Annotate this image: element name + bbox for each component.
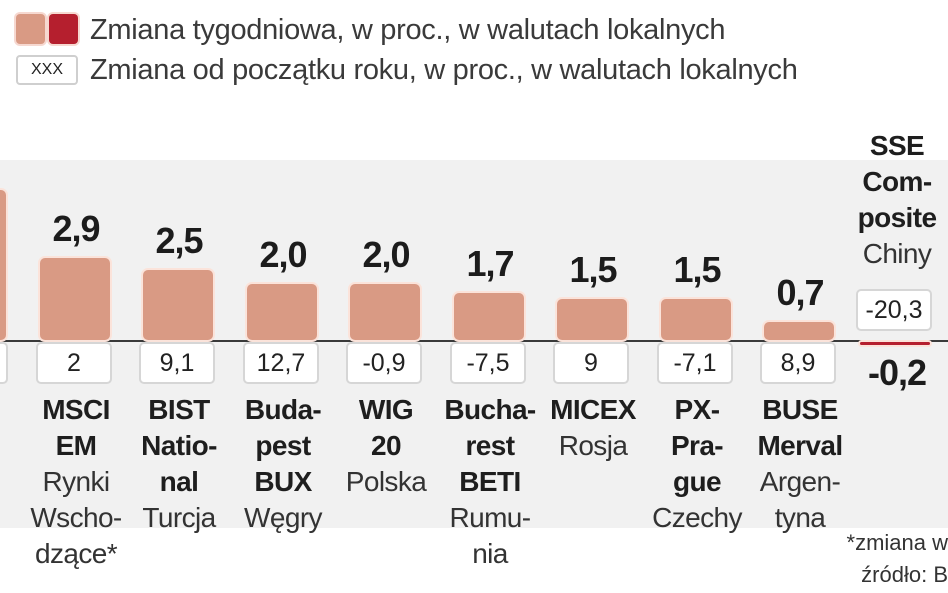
- index-name-line: WIG: [358, 394, 414, 425]
- sse-ytd-box: -20,3: [856, 289, 932, 331]
- index-name-line: BUSE: [762, 394, 838, 425]
- zero-axis: [0, 340, 948, 342]
- weekly-value: 2,0: [362, 234, 410, 275]
- weekly-value: 1,5: [673, 249, 721, 290]
- country-name-line: Węgry: [244, 502, 323, 533]
- index-name-line: Buda-: [244, 394, 322, 425]
- country-name-line: Argen-: [759, 466, 841, 497]
- index-label: WIG 20 Polska: [326, 392, 446, 500]
- country-name-line: Rosja: [558, 430, 628, 461]
- weekly-bar: [557, 299, 627, 340]
- weekly-value: 1,5: [569, 249, 617, 290]
- index-name-line: BETI: [459, 466, 521, 497]
- index-label: BUSE Merval Argen-tyna: [740, 392, 860, 536]
- country-name-line: nia: [472, 538, 508, 569]
- country-name-line: Czechy: [652, 502, 742, 533]
- legend-ytd-label: Zmiana od początku roku, w proc., w walu…: [90, 53, 798, 86]
- weekly-bar: [247, 284, 317, 340]
- country-name-line: Rynki: [42, 466, 110, 497]
- index-label: Bucha-rest BETI Rumu-nia: [430, 392, 550, 572]
- weekly-value: 2,5: [155, 220, 203, 261]
- sse-weekly-value: -0,2: [867, 352, 927, 393]
- country-name-line: dzące*: [34, 538, 118, 569]
- legend-ytd: XXX Zmiana od początku roku, w proc., w …: [16, 50, 798, 90]
- sse-negative-bar: [860, 342, 930, 345]
- sse-name-line: SSE: [869, 130, 925, 161]
- weekly-bar: [661, 299, 731, 340]
- index-name-line: Merval: [757, 430, 843, 461]
- index-name-line: pest: [255, 430, 311, 461]
- index-name-line: 20: [371, 430, 402, 461]
- index-name-line: gue: [673, 466, 722, 497]
- index-name-line: MICEX: [550, 394, 636, 425]
- weekly-value: 2,0: [259, 234, 307, 275]
- weekly-value: 2,9: [52, 208, 100, 249]
- legend-weekly: Zmiana tygodniowa, w proc., w walutach l…: [16, 10, 798, 50]
- footnote-asterisk: *zmiana w: [846, 530, 948, 555]
- weekly-bar: [454, 293, 524, 340]
- index-name-line: PX-: [674, 394, 720, 425]
- negative-swatch: [49, 14, 78, 44]
- footnote-source: źródło: B: [861, 562, 948, 587]
- ytd-value-box: 9,1: [139, 342, 215, 384]
- country-name-line: Turcja: [142, 502, 216, 533]
- weekly-bar: [143, 270, 213, 340]
- country-name-line: Polska: [345, 466, 427, 497]
- index-label: MICEX Rosja: [533, 392, 653, 464]
- index-name-line: Bucha-: [444, 394, 536, 425]
- index-name-line: Natio-: [141, 430, 217, 461]
- legend: Zmiana tygodniowa, w proc., w walutach l…: [16, 10, 798, 90]
- country-name-line: Wscho-: [30, 502, 122, 533]
- legend-weekly-swatch: [16, 14, 78, 46]
- index-label: Buda-pest BUX Węgry: [223, 392, 343, 536]
- legend-weekly-label: Zmiana tygodniowa, w proc., w walutach l…: [90, 13, 726, 46]
- ytd-value-box: 9: [553, 342, 629, 384]
- ytd-value-box: 8,9: [760, 342, 836, 384]
- weekly-bar: [0, 190, 6, 340]
- weekly-value: 0,7: [776, 272, 824, 313]
- weekly-bar: [40, 258, 110, 340]
- sse-label: SSE Com- posite Chiny: [837, 128, 948, 272]
- weekly-bar: [350, 284, 420, 340]
- sse-name-line: Com-: [862, 166, 932, 197]
- index-label: PX- Pra-gue Czechy: [637, 392, 757, 536]
- sse-name-line: posite: [857, 202, 937, 233]
- index-name-line: nal: [159, 466, 199, 497]
- index-name-line: Pra-: [670, 430, 724, 461]
- country-name-line: tyna: [774, 502, 826, 533]
- weekly-bar: [764, 322, 834, 340]
- ytd-value-box: 12,7: [243, 342, 319, 384]
- ytd-value-box: [0, 342, 8, 384]
- index-label: BIST Natio-nal Turcja: [119, 392, 239, 536]
- sse-country: Chiny: [862, 238, 932, 269]
- index-name-line: BIST: [148, 394, 210, 425]
- ytd-value-box: -7,5: [450, 342, 526, 384]
- legend-ytd-box: XXX: [16, 55, 78, 85]
- weekly-value: 1,7: [466, 243, 514, 284]
- ytd-value-box: -0,9: [346, 342, 422, 384]
- index-name-line: EM: [55, 430, 97, 461]
- country-name-line: Rumu-: [449, 502, 531, 533]
- index-name-line: rest: [465, 430, 516, 461]
- index-label: MSCI EM Rynki Wscho-dzące*: [16, 392, 136, 572]
- index-name-line: BUX: [254, 466, 312, 497]
- ytd-value-box: -7,1: [657, 342, 733, 384]
- ytd-value-box: 2: [36, 342, 112, 384]
- index-name-line: MSCI: [42, 394, 110, 425]
- positive-swatch: [16, 14, 45, 44]
